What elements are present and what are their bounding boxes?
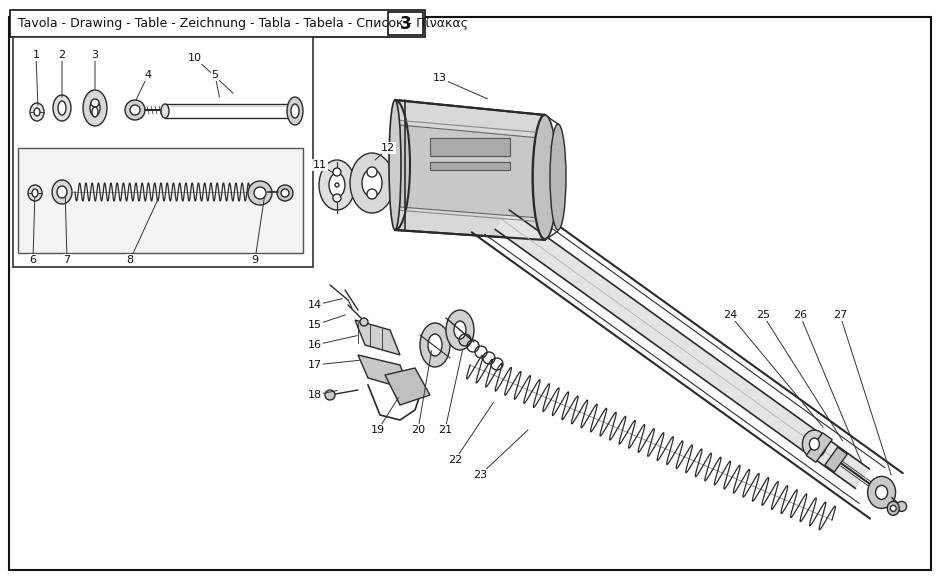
Ellipse shape bbox=[130, 105, 140, 115]
Text: 26: 26 bbox=[793, 310, 807, 320]
Bar bbox=[430, 162, 510, 170]
Ellipse shape bbox=[362, 169, 382, 197]
Ellipse shape bbox=[53, 95, 71, 121]
Ellipse shape bbox=[281, 189, 289, 197]
Text: 14: 14 bbox=[308, 300, 322, 310]
Bar bbox=[18, 148, 303, 253]
Text: 8: 8 bbox=[126, 255, 134, 265]
Ellipse shape bbox=[30, 103, 44, 121]
Ellipse shape bbox=[897, 501, 906, 511]
Text: 21: 21 bbox=[438, 425, 452, 435]
Ellipse shape bbox=[161, 104, 169, 118]
Ellipse shape bbox=[333, 194, 341, 202]
Text: 11: 11 bbox=[313, 160, 327, 170]
Ellipse shape bbox=[34, 108, 40, 116]
Ellipse shape bbox=[420, 323, 450, 367]
Ellipse shape bbox=[350, 153, 394, 213]
Ellipse shape bbox=[809, 438, 820, 450]
Ellipse shape bbox=[360, 318, 368, 326]
Polygon shape bbox=[355, 320, 400, 355]
Ellipse shape bbox=[428, 334, 442, 356]
Ellipse shape bbox=[90, 100, 100, 116]
Text: 15: 15 bbox=[308, 320, 322, 330]
Ellipse shape bbox=[291, 104, 299, 118]
Text: 25: 25 bbox=[755, 310, 770, 320]
Ellipse shape bbox=[58, 101, 66, 115]
Ellipse shape bbox=[367, 167, 377, 177]
Text: 3: 3 bbox=[91, 50, 99, 60]
Text: 1: 1 bbox=[33, 50, 40, 60]
Text: 19: 19 bbox=[371, 425, 385, 435]
Text: 2: 2 bbox=[58, 50, 66, 60]
Ellipse shape bbox=[277, 185, 293, 201]
Ellipse shape bbox=[333, 168, 341, 176]
Polygon shape bbox=[495, 210, 869, 488]
Text: 7: 7 bbox=[63, 255, 71, 265]
Text: 6: 6 bbox=[29, 255, 37, 265]
Bar bbox=[13, 37, 313, 267]
Ellipse shape bbox=[125, 100, 145, 120]
Ellipse shape bbox=[868, 477, 896, 508]
Ellipse shape bbox=[287, 97, 303, 125]
Text: 13: 13 bbox=[433, 73, 447, 83]
Ellipse shape bbox=[254, 187, 266, 199]
Ellipse shape bbox=[28, 185, 42, 201]
Text: 10: 10 bbox=[188, 53, 202, 63]
Polygon shape bbox=[385, 368, 430, 405]
Ellipse shape bbox=[319, 160, 355, 210]
Ellipse shape bbox=[803, 430, 826, 458]
Polygon shape bbox=[358, 355, 410, 390]
Ellipse shape bbox=[248, 181, 272, 205]
Ellipse shape bbox=[446, 310, 474, 350]
Ellipse shape bbox=[92, 107, 98, 117]
Ellipse shape bbox=[454, 321, 466, 339]
Text: 22: 22 bbox=[447, 455, 463, 465]
Text: 9: 9 bbox=[252, 255, 258, 265]
Bar bbox=[10, 10, 425, 37]
Ellipse shape bbox=[32, 189, 38, 197]
Text: 23: 23 bbox=[473, 470, 487, 480]
Ellipse shape bbox=[325, 390, 335, 400]
Ellipse shape bbox=[367, 189, 377, 199]
Ellipse shape bbox=[876, 485, 887, 500]
Text: 27: 27 bbox=[833, 310, 847, 320]
Text: 12: 12 bbox=[381, 143, 395, 153]
Bar bbox=[430, 138, 510, 156]
Polygon shape bbox=[395, 100, 545, 240]
Text: 18: 18 bbox=[308, 390, 322, 400]
Bar bbox=[388, 12, 423, 35]
Text: 20: 20 bbox=[411, 425, 425, 435]
Text: 24: 24 bbox=[723, 310, 738, 320]
Text: 17: 17 bbox=[308, 360, 322, 370]
Ellipse shape bbox=[52, 180, 72, 204]
Ellipse shape bbox=[887, 501, 900, 515]
Ellipse shape bbox=[550, 124, 566, 230]
Ellipse shape bbox=[389, 100, 401, 230]
Ellipse shape bbox=[329, 173, 345, 197]
Ellipse shape bbox=[335, 183, 339, 187]
Text: 16: 16 bbox=[308, 340, 322, 350]
Ellipse shape bbox=[890, 505, 896, 511]
Polygon shape bbox=[400, 125, 540, 218]
Ellipse shape bbox=[57, 186, 67, 198]
Ellipse shape bbox=[533, 115, 557, 239]
Polygon shape bbox=[825, 447, 847, 472]
Text: 4: 4 bbox=[144, 70, 152, 80]
Text: Tavola - Drawing - Table - Zeichnung - Tabla - Tabela - Список - Πίνακας: Tavola - Drawing - Table - Zeichnung - T… bbox=[18, 17, 468, 31]
Text: 3: 3 bbox=[400, 15, 412, 33]
Ellipse shape bbox=[83, 90, 107, 126]
Polygon shape bbox=[806, 433, 832, 463]
Text: 5: 5 bbox=[212, 70, 219, 80]
Ellipse shape bbox=[91, 99, 99, 107]
